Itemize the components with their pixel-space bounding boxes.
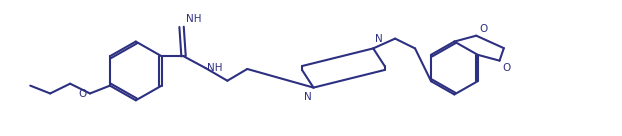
Text: NH: NH xyxy=(208,63,223,73)
Text: N: N xyxy=(375,35,383,44)
Text: N: N xyxy=(304,92,312,101)
Text: NH: NH xyxy=(185,14,201,24)
Text: O: O xyxy=(503,63,511,73)
Text: O: O xyxy=(79,89,87,99)
Text: O: O xyxy=(479,24,488,34)
